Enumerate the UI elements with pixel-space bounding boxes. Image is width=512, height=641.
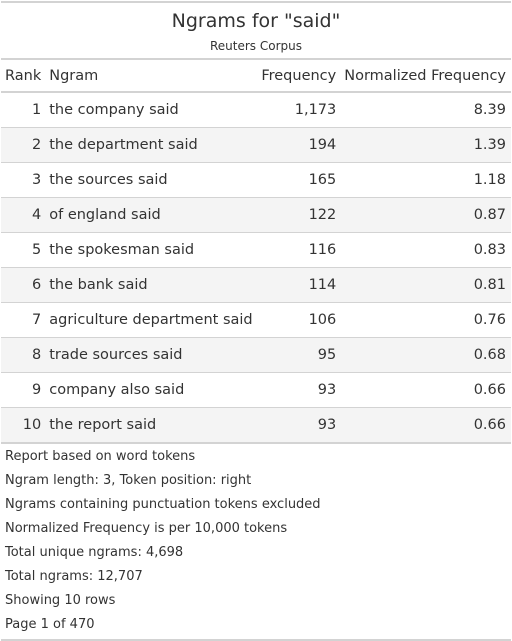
frequency-cell: 95 <box>256 337 341 373</box>
footnote-rows-shown: Showing 10 rows <box>5 593 116 608</box>
rank-cell: 8 <box>1 337 48 373</box>
rank-cell: 1 <box>32 102 42 118</box>
frequency-cell: 165 <box>256 162 341 198</box>
footnote-ngram-length: Ngram length: 3, Token position: right <box>5 473 252 488</box>
rank-cell: 2 <box>1 127 48 163</box>
table-row: 5 the spokesman said 116 0.83 <box>1 232 511 268</box>
table-footnotes: Report based on word tokens Ngram length… <box>1 444 511 639</box>
header-row: Rank Ngram Frequency Normalized Frequenc… <box>1 60 511 93</box>
normalized-frequency-cell: 0.76 <box>340 302 511 338</box>
frequency-cell: 93 <box>256 407 341 444</box>
frequency-cell: 116 <box>256 232 341 268</box>
table-row: 7 agriculture department said 106 0.76 <box>1 302 511 338</box>
normalized-frequency-cell: 0.87 <box>340 197 511 233</box>
frequency-cell: 194 <box>256 127 341 163</box>
rank-cell: 6 <box>1 267 48 303</box>
normalized-frequency-cell: 0.66 <box>340 407 511 444</box>
rank-cell: 10 <box>1 407 48 444</box>
normalized-frequency-cell: 0.66 <box>340 372 511 408</box>
column-header-frequency: Frequency <box>256 60 341 93</box>
ngram-cell: the company said <box>49 102 179 118</box>
table-row: 10 the report said 93 0.66 <box>1 407 511 444</box>
ngram-cell: the report said <box>47 407 257 444</box>
ngram-cell: trade sources said <box>47 337 257 373</box>
rank-cell: 4 <box>1 197 48 233</box>
ngram-cell: agriculture department said <box>47 302 257 338</box>
table-row: 3 the sources said 165 1.18 <box>1 162 511 198</box>
column-header-normalized-frequency: Normalized Frequency <box>340 60 511 93</box>
ngram-cell: the bank said <box>47 267 257 303</box>
footnote-unique-ngrams: Total unique ngrams: 4,698 <box>5 545 184 560</box>
frequency-cell: 122 <box>256 197 341 233</box>
footnote-token-basis: Report based on word tokens <box>5 449 196 464</box>
ngram-cell: the department said <box>47 127 257 163</box>
normalized-frequency-cell: 1.39 <box>340 127 511 163</box>
frequency-cell: 1,173 <box>294 102 337 118</box>
table-heading: Ngrams for "said" Reuters Corpus <box>1 3 511 60</box>
rank-cell: 3 <box>1 162 48 198</box>
normalized-frequency-cell: 0.68 <box>340 337 511 373</box>
table-row: 2 the department said 194 1.39 <box>1 127 511 163</box>
footnote-page-indicator: Page 1 of 470 <box>5 617 95 632</box>
rank-cell: 7 <box>1 302 48 338</box>
footnote-total-ngrams: Total ngrams: 12,707 <box>5 569 143 584</box>
normalized-frequency-cell: 1.18 <box>340 162 511 198</box>
frequency-cell: 106 <box>256 302 341 338</box>
column-header-ngram: Ngram <box>47 60 257 93</box>
normalized-frequency-cell: 8.39 <box>473 102 506 118</box>
ngram-cell: of england said <box>47 197 257 233</box>
column-header-rank: Rank <box>1 60 48 93</box>
table-row: 6 the bank said 114 0.81 <box>1 267 511 303</box>
table-row: 9 company also said 93 0.66 <box>1 372 511 408</box>
frequency-cell: 114 <box>256 267 341 303</box>
rank-cell: 9 <box>1 372 48 408</box>
frequency-cell: 93 <box>256 372 341 408</box>
normalized-frequency-cell: 0.83 <box>340 232 511 268</box>
table-title: Ngrams for "said" <box>171 10 341 32</box>
ngram-cell: the spokesman said <box>47 232 257 268</box>
table-row: 4 of england said 122 0.87 <box>1 197 511 233</box>
table-row: 1 the company said 1,173 8.39 <box>1 92 511 128</box>
footnote-normalization: Normalized Frequency is per 10,000 token… <box>5 521 288 536</box>
ngram-cell: company also said <box>47 372 257 408</box>
normalized-frequency-cell: 0.81 <box>340 267 511 303</box>
table-row: 8 trade sources said 95 0.68 <box>1 337 511 373</box>
table-subtitle: Reuters Corpus <box>209 39 302 53</box>
ngram-cell: the sources said <box>47 162 257 198</box>
footnote-punctuation: Ngrams containing punctuation tokens exc… <box>5 497 321 512</box>
rank-cell: 5 <box>1 232 48 268</box>
ngram-table: Rank Ngram Frequency Normalized Frequenc… <box>1 60 511 444</box>
